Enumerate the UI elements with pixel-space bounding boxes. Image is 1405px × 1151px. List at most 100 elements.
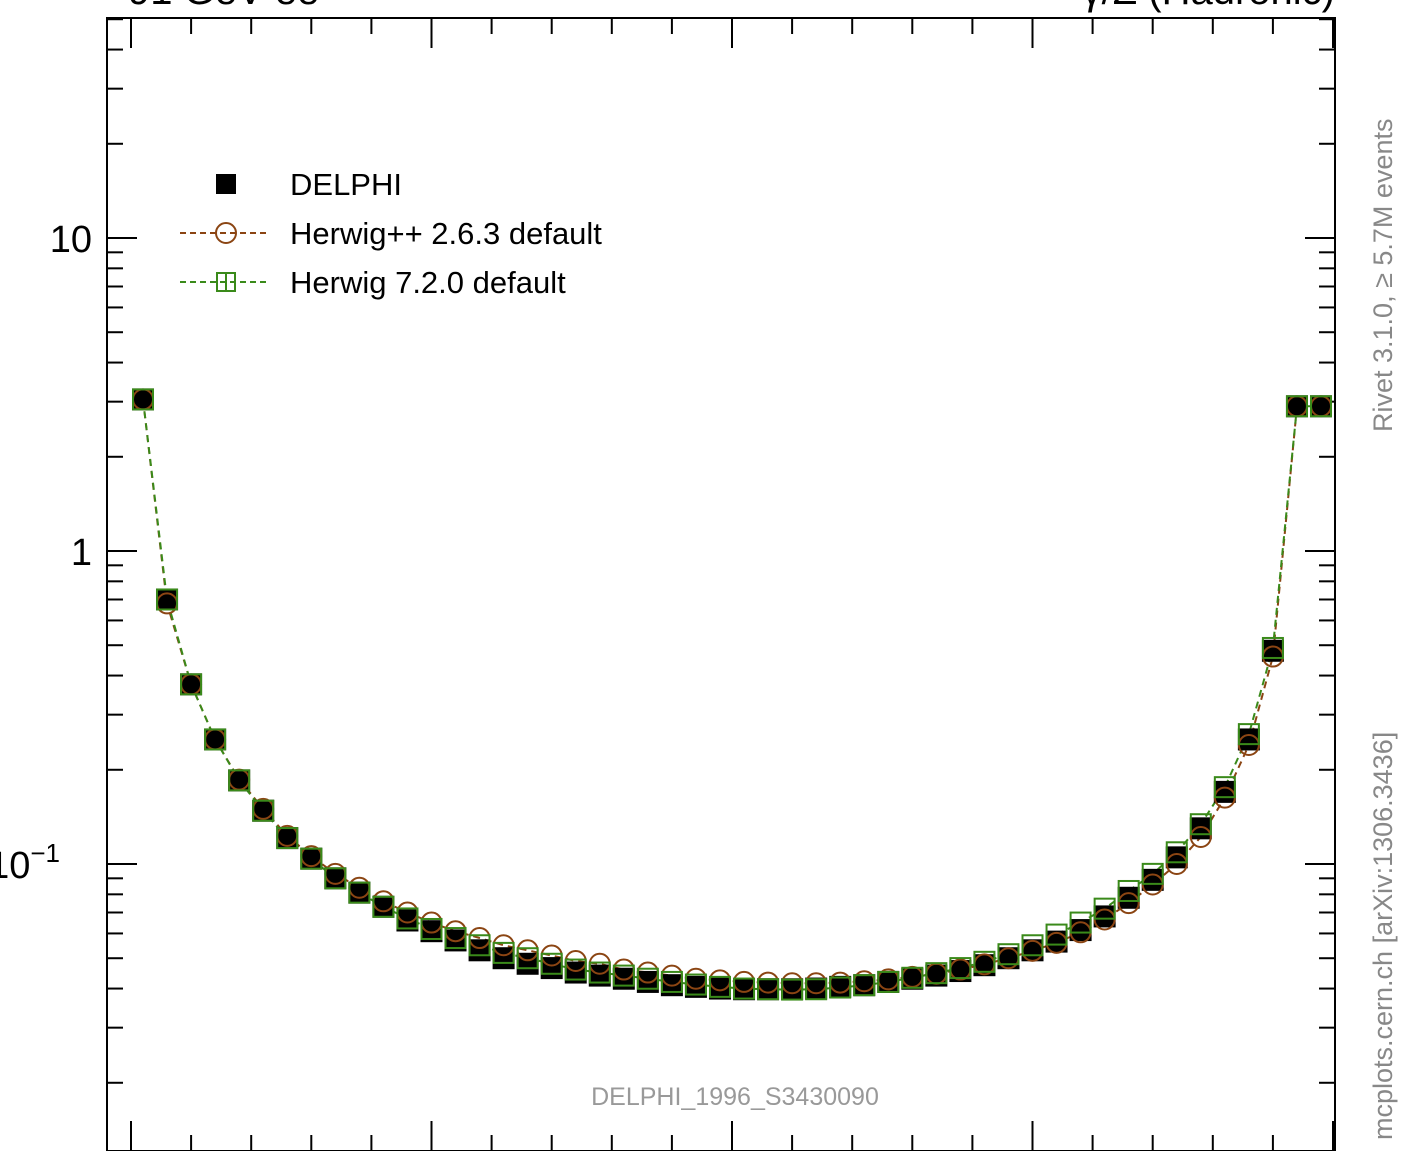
herwig7-point	[1117, 879, 1140, 902]
legend-label-herwigpp: Herwig++ 2.6.3 default	[290, 216, 602, 251]
delphi-point	[204, 728, 227, 751]
herwig7-point	[636, 967, 659, 990]
herwig7-point	[492, 941, 515, 964]
herwig7-point	[829, 976, 852, 999]
herwig7-point	[660, 970, 683, 993]
herwig7-point	[396, 907, 419, 930]
herwig7-point	[1093, 897, 1116, 920]
delphi-point	[1117, 886, 1140, 909]
herwig7-point	[1310, 395, 1332, 418]
delphi-point	[805, 977, 828, 1000]
plot-frame	[106, 17, 1336, 1151]
legend-marker-delphi	[216, 174, 236, 194]
herwig7-point	[1237, 723, 1260, 746]
delphi-point	[132, 388, 154, 411]
herwig7-point	[276, 827, 299, 850]
herwigpp-point	[1117, 892, 1140, 915]
delphi-point	[757, 978, 780, 1001]
herwig7-point	[372, 895, 395, 918]
legend: DELPHI Herwig++ 2.6.3 default Herwig 7.2…	[180, 167, 602, 300]
delphi-point	[973, 954, 996, 977]
delphi-point	[733, 978, 756, 1001]
herwigpp-point	[1189, 825, 1212, 848]
legend-label-herwig7: Herwig 7.2.0 default	[290, 265, 566, 300]
herwig7-point	[156, 588, 179, 611]
herwig7-point	[1021, 934, 1044, 957]
analysis-id: DELPHI_1996_S3430090	[591, 1083, 879, 1111]
herwig7-point	[540, 952, 563, 975]
herwig7-point	[348, 881, 371, 904]
delphi-point	[420, 920, 443, 943]
y-tick-label-exponent: −1	[30, 838, 60, 868]
delphi-point	[1310, 395, 1332, 418]
herwig7-point	[733, 977, 756, 1000]
herwig7-point	[973, 950, 996, 973]
delphi-point	[781, 978, 804, 1001]
delphi-point	[156, 588, 179, 611]
herwig7-point	[1261, 636, 1284, 659]
mcplots-label: mcplots.cern.ch [arXiv:1306.3436]	[1368, 732, 1398, 1140]
top-right-header: γ/Z (Hadronic)	[1082, 0, 1335, 13]
delphi-point	[829, 975, 852, 998]
herwig7-point	[708, 975, 731, 998]
delphi-point	[228, 769, 251, 792]
herwig7-point	[1213, 776, 1236, 799]
delphi-point	[1141, 868, 1164, 891]
herwig7-point	[564, 958, 587, 981]
herwig7-point	[997, 943, 1020, 966]
herwig7-point	[132, 388, 154, 411]
delphi-point	[949, 960, 972, 983]
herwig7-point	[925, 962, 948, 985]
axis-ticks	[107, 18, 1335, 1151]
herwig7-point	[228, 769, 251, 792]
herwig7-point	[516, 947, 539, 970]
delphi-point	[396, 909, 419, 932]
legend-label-delphi: DELPHI	[290, 167, 402, 202]
y-tick-labels: 10 1 10−1	[0, 219, 92, 887]
herwig7-point	[853, 974, 876, 997]
top-left-header: 91 GeV ee	[128, 0, 319, 13]
delphi-point	[372, 895, 395, 918]
herwig7-point	[300, 847, 323, 870]
delphi-point	[684, 975, 707, 998]
herwig7-point	[204, 728, 227, 751]
herwig7-point	[1165, 841, 1188, 864]
herwig7-point	[781, 978, 804, 1001]
y-tick-label: 1	[71, 532, 92, 574]
rivet-label: Rivet 3.1.0, ≥ 5.7M events	[1368, 119, 1398, 432]
herwig7-point	[324, 867, 347, 890]
y-tick-label: 10−1	[0, 838, 60, 887]
delphi-point	[180, 673, 203, 696]
herwig7-point	[468, 934, 491, 957]
herwig7-point	[444, 927, 467, 950]
y-tick-label: 10	[50, 219, 92, 261]
herwig7-point	[805, 978, 828, 1001]
delphi-point	[853, 974, 876, 997]
delphi-point	[1045, 930, 1068, 953]
delphi-point	[1189, 817, 1212, 840]
herwig7-point	[1045, 923, 1068, 946]
delphi-point	[708, 977, 731, 1000]
herwig7-point	[949, 957, 972, 980]
herwig7-point	[757, 978, 780, 1001]
delphi-point	[1285, 395, 1308, 418]
series-line-2	[142, 399, 1321, 991]
herwigpp-point	[1165, 853, 1188, 875]
herwig7-point	[1141, 862, 1164, 885]
series-line-1	[142, 399, 1321, 985]
herwig7-point	[612, 964, 635, 987]
herwig7-point	[252, 799, 275, 822]
delphi-point	[348, 881, 371, 904]
herwig7-point	[901, 966, 924, 989]
legend-marker-herwigpp	[215, 222, 237, 244]
delphi-point	[324, 867, 347, 890]
herwig7-point	[877, 970, 900, 993]
herwig7-point	[1285, 395, 1308, 418]
series-layer	[132, 388, 1332, 1001]
herwig7-point	[420, 917, 443, 940]
herwig7-point	[180, 673, 203, 696]
herwig7-point	[1069, 911, 1092, 934]
herwig7-point	[684, 973, 707, 996]
delphi-point	[588, 964, 611, 987]
